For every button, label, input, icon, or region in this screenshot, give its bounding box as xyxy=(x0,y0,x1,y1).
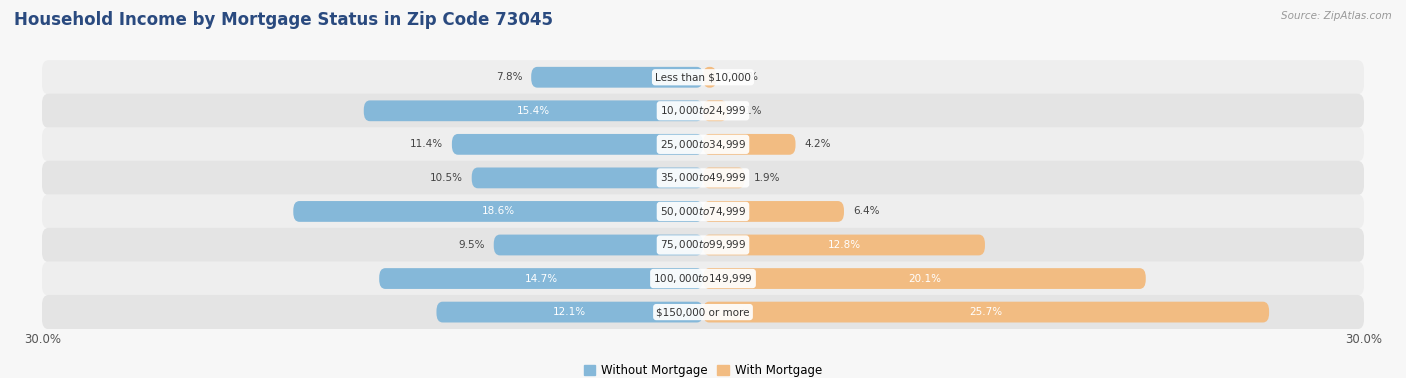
FancyBboxPatch shape xyxy=(294,201,703,222)
Text: Source: ZipAtlas.com: Source: ZipAtlas.com xyxy=(1281,11,1392,21)
Text: $50,000 to $74,999: $50,000 to $74,999 xyxy=(659,205,747,218)
Text: 14.7%: 14.7% xyxy=(524,274,558,284)
Text: $35,000 to $49,999: $35,000 to $49,999 xyxy=(659,171,747,184)
Text: 10.5%: 10.5% xyxy=(430,173,463,183)
FancyBboxPatch shape xyxy=(703,268,1146,289)
FancyBboxPatch shape xyxy=(494,235,703,256)
Text: 20.1%: 20.1% xyxy=(908,274,941,284)
FancyBboxPatch shape xyxy=(42,161,1364,195)
FancyBboxPatch shape xyxy=(364,101,703,121)
Legend: Without Mortgage, With Mortgage: Without Mortgage, With Mortgage xyxy=(579,359,827,378)
FancyBboxPatch shape xyxy=(451,134,703,155)
Text: $150,000 or more: $150,000 or more xyxy=(657,307,749,317)
FancyBboxPatch shape xyxy=(42,295,1364,329)
Text: 12.8%: 12.8% xyxy=(827,240,860,250)
FancyBboxPatch shape xyxy=(42,94,1364,128)
FancyBboxPatch shape xyxy=(703,302,1270,322)
FancyBboxPatch shape xyxy=(42,127,1364,161)
FancyBboxPatch shape xyxy=(471,167,703,188)
Text: $100,000 to $149,999: $100,000 to $149,999 xyxy=(654,272,752,285)
FancyBboxPatch shape xyxy=(703,235,986,256)
FancyBboxPatch shape xyxy=(703,134,796,155)
Text: 1.1%: 1.1% xyxy=(737,106,762,116)
FancyBboxPatch shape xyxy=(42,194,1364,229)
FancyBboxPatch shape xyxy=(531,67,703,88)
Text: Less than $10,000: Less than $10,000 xyxy=(655,72,751,82)
FancyBboxPatch shape xyxy=(380,268,703,289)
Text: $10,000 to $24,999: $10,000 to $24,999 xyxy=(659,104,747,117)
Text: 15.4%: 15.4% xyxy=(517,106,550,116)
Text: 18.6%: 18.6% xyxy=(482,206,515,217)
Text: $75,000 to $99,999: $75,000 to $99,999 xyxy=(659,239,747,251)
Text: Household Income by Mortgage Status in Zip Code 73045: Household Income by Mortgage Status in Z… xyxy=(14,11,553,29)
Text: 11.4%: 11.4% xyxy=(411,139,443,149)
Text: 7.8%: 7.8% xyxy=(496,72,523,82)
Text: 1.9%: 1.9% xyxy=(754,173,780,183)
FancyBboxPatch shape xyxy=(703,67,717,88)
FancyBboxPatch shape xyxy=(703,101,727,121)
FancyBboxPatch shape xyxy=(703,167,745,188)
Text: 0.61%: 0.61% xyxy=(725,72,758,82)
FancyBboxPatch shape xyxy=(42,262,1364,296)
Text: 9.5%: 9.5% xyxy=(458,240,485,250)
FancyBboxPatch shape xyxy=(436,302,703,322)
Text: 4.2%: 4.2% xyxy=(804,139,831,149)
Text: 6.4%: 6.4% xyxy=(853,206,879,217)
Text: 12.1%: 12.1% xyxy=(553,307,586,317)
Text: $25,000 to $34,999: $25,000 to $34,999 xyxy=(659,138,747,151)
FancyBboxPatch shape xyxy=(42,228,1364,262)
FancyBboxPatch shape xyxy=(42,60,1364,94)
FancyBboxPatch shape xyxy=(703,201,844,222)
Text: 25.7%: 25.7% xyxy=(970,307,1002,317)
